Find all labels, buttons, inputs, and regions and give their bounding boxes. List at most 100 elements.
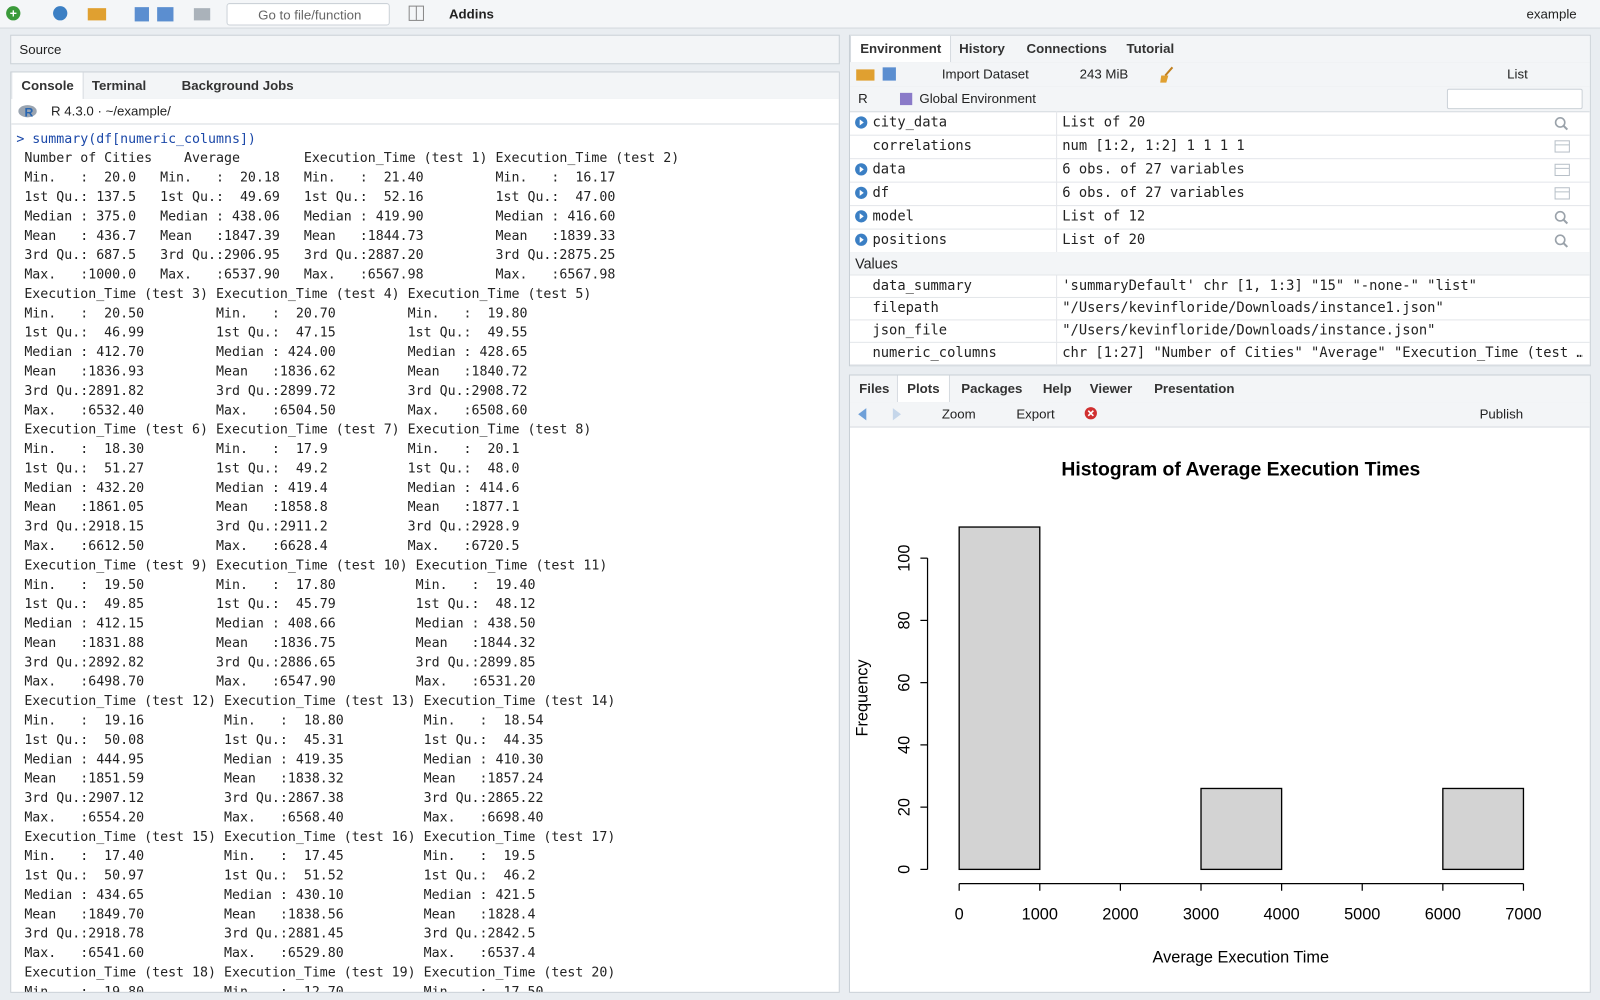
tab[interactable]: Files [859,380,890,396]
tab[interactable]: Presentation [1154,380,1235,396]
console-line: Min. : 19.80 Min. : 12.70 Min. : 17.50 [16,984,544,993]
console-line: Execution_Time (test 9) Execution_Time (… [16,558,608,574]
main-toolbar: + Go to file/function Addins example [0,0,1600,29]
go-to-file-box[interactable]: Go to file/function [226,3,390,26]
tab[interactable]: Background Jobs [181,77,294,93]
env-row: data_summary 'summaryDefault' chr [1, 1:3… [849,274,1590,298]
console-line: Min. : 20.50 Min. : 20.70 Min. : 19.80 [16,306,528,322]
console-line: 3rd Qu.: 687.5 3rd Qu.:2906.95 3rd Qu.:2… [16,247,616,264]
import-dataset[interactable]: Import Dataset [941,66,1029,82]
y-tick-label: 80 [895,611,913,629]
x-tick-label: 6000 [1425,906,1461,924]
histogram-bar [958,526,1041,871]
remove-plot[interactable] [1084,406,1100,422]
column-separator [1056,158,1058,182]
project-menu[interactable]: example [1526,6,1577,22]
value-value: chr [1:27] "Number of Cities" "Average" … [1062,344,1583,362]
env-name: positions [872,231,948,248]
histogram: Histogram of Average Execution Times Ave… [854,459,1542,967]
console-line: 1st Qu.: 49.85 1st Qu.: 45.79 1st Qu.: 4… [16,596,536,613]
view-table-icon[interactable] [1554,187,1570,201]
expand-icon[interactable] [854,186,868,200]
env-value: List of 12 [1062,208,1146,225]
tab[interactable]: Connections [1026,40,1107,57]
expand-icon[interactable] [854,209,868,223]
expand-icon[interactable] [854,233,868,247]
console-line: Max. :6498.70 Max. :6547.90 Max. :6531.2… [16,674,536,690]
expand-arrow [859,213,864,220]
env-row: json_file "/Users/kevinfloride/Downloads/… [849,319,1590,343]
env-icons[interactable] [856,66,897,82]
search-icon[interactable] [1554,116,1570,131]
search-icon[interactable] [1554,234,1570,248]
console-path[interactable]: R 4.3.0 · ~/example/ [51,103,171,119]
tab[interactable]: Console [11,72,84,99]
console-line: Number of Cities Average Execution_Time … [16,151,680,167]
expand-icon[interactable] [854,162,868,176]
tab[interactable]: Plots [896,375,950,403]
x-tick-label: 1000 [1022,906,1058,924]
broom-icon[interactable] [1158,65,1176,83]
column-separator [1056,111,1058,135]
go-to-file[interactable]: Go to file/function [258,7,362,23]
column-separator [1056,228,1058,253]
console-line: 1st Qu.: 51.27 1st Qu.: 49.2 1st Qu.: 48… [16,461,520,477]
nav-arrows[interactable] [856,406,907,422]
tab[interactable]: Tutorial [1126,40,1175,57]
source-title: Source [19,41,62,58]
console-info-bar: R R 4.3.0 · ~/example/ [11,98,839,125]
env-row: city_data List of 20 [849,111,1590,136]
expand-arrow [859,189,864,196]
column-separator [1056,134,1058,159]
console-line: Execution_Time (test 15) Execution_Time … [16,829,616,845]
view-mode[interactable]: List [1507,66,1528,82]
console-line: Mean :1861.05 Mean :1858.8 Mean :1877.1 [16,499,520,516]
console-line: Execution_Time (test 12) Execution_Time … [16,693,616,710]
console-line: Max. :1000.0 Max. :6537.90 Max. :6567.98… [16,267,616,283]
column-separator [1056,181,1058,206]
search-box[interactable] [1446,88,1583,110]
histogram-bar [1200,787,1283,871]
r-logo: R [18,105,37,119]
y-tick-label: 0 [895,865,913,874]
environment-pane: Environment History Connections Tutorial Im… [848,34,1591,367]
addins-menu[interactable]: Addins [448,6,494,22]
expand-icon[interactable] [854,115,868,129]
tab[interactable]: Terminal [91,77,147,93]
tab[interactable]: History [959,40,1005,57]
view-table-icon[interactable] [1554,140,1570,154]
values-header: Values [849,252,1590,276]
env-value: num [1:2, 1:2] 1 1 1 1 [1062,137,1245,155]
handle [1562,218,1569,225]
zoom-button[interactable]: Zoom [941,406,976,422]
x-tick-label: 7000 [1505,906,1541,924]
tab[interactable]: Help [1042,380,1072,396]
tab[interactable]: Environment [849,35,952,63]
column-separator [1056,205,1058,229]
scope-menu[interactable]: Global Environment [919,90,1036,107]
console-line: 3rd Qu.:2918.78 3rd Qu.:2881.45 3rd Qu.:… [16,926,536,942]
search-icon[interactable] [1554,210,1570,225]
export-menu[interactable]: Export [1016,406,1055,422]
env-row: correlations num [1:2, 1:2] 1 1 1 1 [849,134,1590,160]
tab[interactable]: Viewer [1089,380,1133,396]
memory-usage[interactable]: 243 MiB [1079,66,1129,82]
tab[interactable]: Packages [961,380,1023,396]
layout-icon[interactable] [408,5,439,23]
histogram-bar [1442,787,1525,871]
env-row: model List of 12 [849,205,1590,230]
column-separator [1056,274,1058,297]
console-pane: Console Terminal Background Jobs R R 4.3.0… [10,71,840,993]
publish-menu[interactable]: Publish [1479,406,1524,422]
value-name: filepath [872,299,939,317]
handle [1562,124,1569,131]
value-value: "/Users/kevinfloride/Downloads/instance1… [1062,299,1444,317]
console-line: Mean :1831.88 Mean :1836.75 Mean :1844.3… [16,635,536,652]
language-menu[interactable]: R [858,90,868,107]
view-table-icon[interactable] [1554,163,1570,177]
console-line: Execution_Time (test 6) Execution_Time (… [16,422,592,438]
env-name: model [872,208,914,225]
column-separator [1056,341,1058,365]
console-line: Median : 434.65 Median : 430.10 Median :… [16,887,536,904]
